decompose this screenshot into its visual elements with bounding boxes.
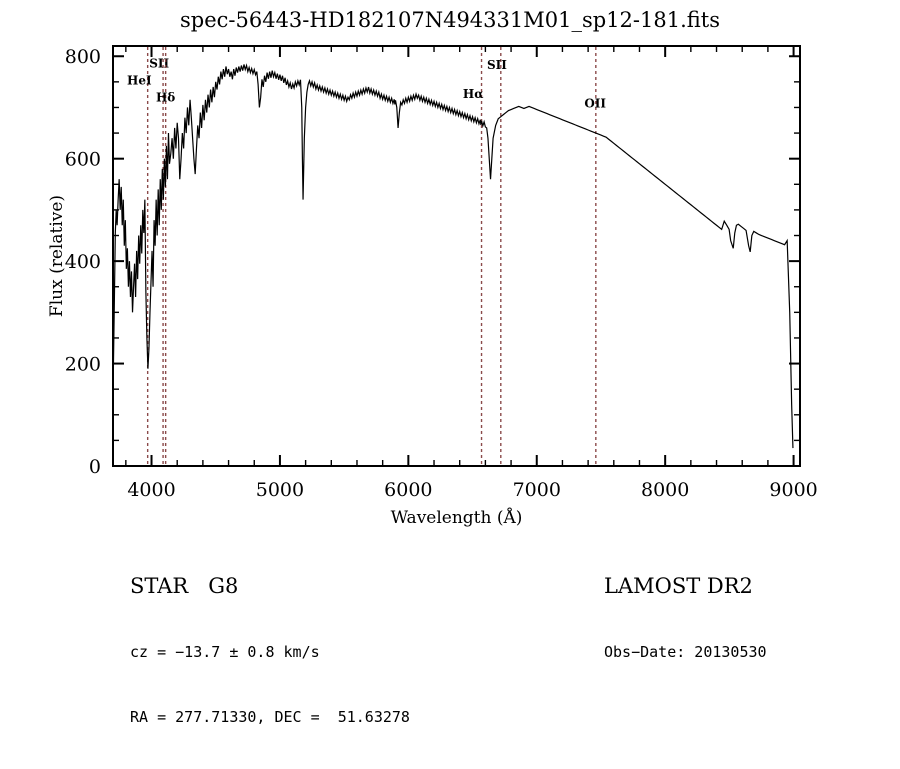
page-title: spec-56443-HD182107N494331M01_sp12-181.f… xyxy=(179,8,720,32)
object-class-line: STAR G8 xyxy=(130,574,239,598)
spectral-line-label: Hα xyxy=(463,87,484,101)
spectrum-plot-page: spec-56443-HD182107N494331M01_sp12-181.f… xyxy=(47,8,818,726)
x-tick-label: 9000 xyxy=(769,479,817,501)
spectral-line-label: HeI xyxy=(127,73,152,87)
spectral-line-label: OII xyxy=(584,96,606,110)
y-tick-label: 0 xyxy=(89,456,101,478)
x-tick-label: 8000 xyxy=(641,479,689,501)
y-tick-label: 800 xyxy=(65,46,101,68)
spectrum-chart: 4000 5000 6000 7000 8000 9000 0 200 400 600 800 Wav… xyxy=(47,45,818,528)
spectral-line-label: Hδ xyxy=(156,90,175,104)
y-tick-label: 200 xyxy=(65,354,101,376)
spectral-line-label: SII xyxy=(149,57,169,71)
y-tick-label: 600 xyxy=(65,149,101,171)
metadata-right: LAMOST DR2 Obs−Date: 20130530 xyxy=(604,533,767,704)
metadata-left: STAR G8 cz = −13.7 ± 0.8 km/s RA = 277.7… xyxy=(130,533,410,769)
plot-frame xyxy=(112,45,801,467)
y-axis-title: Flux (relative) xyxy=(47,195,67,317)
x-axis-title: Wavelength (Å) xyxy=(391,507,523,528)
x-tick-label: 5000 xyxy=(256,479,304,501)
spectrum-trace xyxy=(112,63,794,449)
x-tick-label: 7000 xyxy=(513,479,561,501)
obs-date-line: Obs−Date: 20130530 xyxy=(604,643,767,661)
x-tick-label: 6000 xyxy=(384,479,432,501)
cz-line: cz = −13.7 ± 0.8 km/s xyxy=(130,643,320,661)
survey-name: LAMOST DR2 xyxy=(604,574,753,598)
y-tick-label: 400 xyxy=(65,251,101,273)
x-tick-label: 4000 xyxy=(127,479,175,501)
coordinates-line: RA = 277.71330, DEC = 51.63278 xyxy=(130,708,410,726)
spectral-line-label: SII xyxy=(487,58,507,72)
